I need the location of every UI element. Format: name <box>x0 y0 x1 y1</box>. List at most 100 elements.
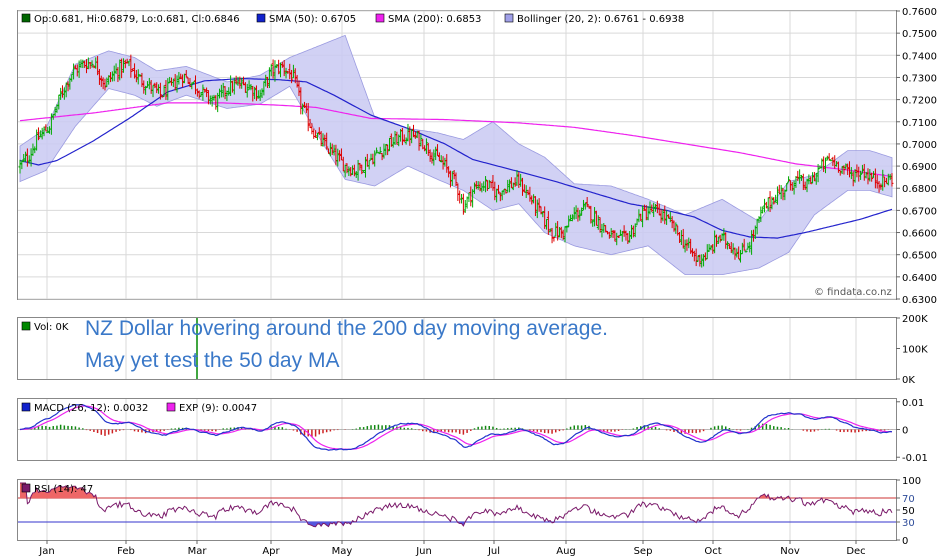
price-bar <box>799 174 803 181</box>
price-bar <box>347 166 351 177</box>
price-bar <box>572 207 576 220</box>
price-bar <box>371 153 375 165</box>
macd-tick-label: 0.01 <box>902 398 924 409</box>
price-bar <box>855 164 859 178</box>
price-bar <box>515 170 519 186</box>
price-bar <box>24 151 28 162</box>
price-bar <box>232 77 236 95</box>
price-bar <box>437 152 441 162</box>
price-bar <box>644 205 648 221</box>
annotation-line-1: NZ Dollar hovering around the 200 day mo… <box>85 317 608 340</box>
legend-swatch <box>21 321 31 331</box>
legend-label: MACD (26, 12): 0.0032 <box>34 403 148 414</box>
price-bar <box>395 131 399 145</box>
price-bar <box>18 159 22 174</box>
price-bar <box>848 161 852 178</box>
price-bar <box>271 59 275 79</box>
price-bar <box>238 76 242 89</box>
price-bar <box>120 58 124 79</box>
price-bar <box>380 153 384 161</box>
price-bar <box>785 183 789 192</box>
price-tick-label: 0.7500 <box>902 29 937 40</box>
price-bar <box>35 129 39 151</box>
price-bar <box>654 203 658 212</box>
price-bar <box>53 106 57 117</box>
price-bar <box>203 88 207 93</box>
price-bar <box>539 206 543 215</box>
price-bar <box>179 73 183 80</box>
price-bar <box>275 63 279 69</box>
price-bar <box>38 130 42 138</box>
price-bar <box>698 254 702 267</box>
price-tick-label: 0.7600 <box>902 7 937 18</box>
legend-label: EXP (9): 0.0047 <box>179 403 257 414</box>
sma50-line <box>19 77 893 239</box>
price-bar <box>792 180 796 195</box>
price-bar <box>210 95 214 107</box>
price-bar <box>417 130 421 151</box>
price-bar <box>432 149 436 166</box>
price-bar <box>288 63 292 80</box>
price-bar <box>162 85 166 98</box>
price-bar <box>404 137 408 145</box>
price-bar <box>303 101 307 108</box>
price-bar <box>496 184 500 194</box>
price-bar <box>807 174 811 185</box>
rsi-panel <box>17 479 897 541</box>
price-bar <box>546 211 550 235</box>
price-bar <box>583 202 587 210</box>
price-bar <box>192 81 196 85</box>
price-tick-label: 0.6300 <box>902 295 937 306</box>
price-bar <box>142 80 146 94</box>
price-bar <box>703 252 707 261</box>
price-bar <box>822 156 826 172</box>
price-bar <box>448 170 452 188</box>
price-bar <box>618 229 622 236</box>
price-bar <box>77 60 81 79</box>
price-bar <box>138 74 142 77</box>
price-bar <box>349 167 353 177</box>
month-label: May <box>332 546 353 557</box>
price-bars <box>18 54 894 268</box>
price-bar <box>92 65 96 69</box>
annotation-line-2: May yet test the 50 day MA <box>85 349 339 372</box>
price-bar <box>528 186 532 202</box>
price-bar <box>295 74 299 88</box>
price-bar <box>702 254 706 267</box>
price-bar <box>726 241 730 250</box>
price-bar <box>543 206 547 229</box>
price-bar <box>96 56 100 76</box>
price-bar <box>685 239 689 251</box>
price-bar <box>548 228 552 233</box>
price-bar <box>716 236 720 244</box>
sma200-path <box>19 102 893 178</box>
price-bar <box>842 165 846 175</box>
price-bar <box>609 228 613 238</box>
price-bar <box>66 81 70 92</box>
price-bar <box>153 82 157 89</box>
price-bar <box>460 194 464 204</box>
price-bar <box>781 188 785 201</box>
price-bar <box>849 167 853 180</box>
price-bar <box>360 164 364 175</box>
bollinger-band <box>19 34 893 276</box>
price-bar <box>550 227 554 244</box>
price-bar <box>260 88 264 99</box>
price-bar <box>563 226 567 243</box>
price-bar <box>352 164 356 177</box>
price-bar <box>521 177 525 196</box>
rsi-line <box>20 482 893 528</box>
price-bar <box>304 103 308 114</box>
price-bar <box>88 62 92 69</box>
price-bar <box>844 163 848 170</box>
price-bar <box>406 123 410 142</box>
legend-swatch <box>504 13 514 23</box>
price-bar <box>641 205 645 228</box>
month-label: Apr <box>262 546 280 557</box>
price-bar <box>419 134 423 147</box>
price-bar <box>469 186 473 207</box>
price-bar <box>171 78 175 88</box>
price-bar <box>642 204 646 211</box>
price-bar <box>297 80 301 97</box>
